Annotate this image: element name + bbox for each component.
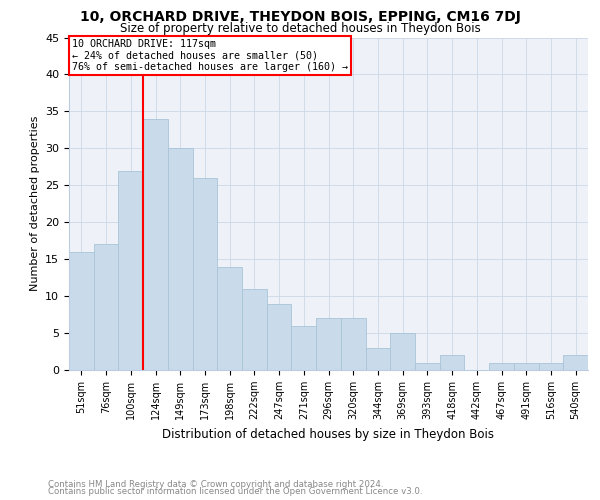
Bar [242, 288, 267, 370]
Text: Contains public sector information licensed under the Open Government Licence v3: Contains public sector information licen… [48, 487, 422, 496]
Bar [316, 318, 341, 370]
Bar [563, 355, 588, 370]
Bar [341, 318, 365, 370]
Bar [267, 304, 292, 370]
Text: Contains HM Land Registry data © Crown copyright and database right 2024.: Contains HM Land Registry data © Crown c… [48, 480, 383, 489]
Bar [514, 362, 539, 370]
Bar [365, 348, 390, 370]
Text: Size of property relative to detached houses in Theydon Bois: Size of property relative to detached ho… [119, 22, 481, 35]
Bar [415, 362, 440, 370]
Bar [217, 266, 242, 370]
Bar [539, 362, 563, 370]
Bar [390, 333, 415, 370]
Bar [489, 362, 514, 370]
Bar [118, 170, 143, 370]
Bar [69, 252, 94, 370]
Bar [168, 148, 193, 370]
Bar [143, 119, 168, 370]
Bar [193, 178, 217, 370]
Y-axis label: Number of detached properties: Number of detached properties [29, 116, 40, 292]
X-axis label: Distribution of detached houses by size in Theydon Bois: Distribution of detached houses by size … [163, 428, 494, 440]
Text: 10, ORCHARD DRIVE, THEYDON BOIS, EPPING, CM16 7DJ: 10, ORCHARD DRIVE, THEYDON BOIS, EPPING,… [80, 10, 520, 24]
Bar [94, 244, 118, 370]
Bar [440, 355, 464, 370]
Bar [292, 326, 316, 370]
Text: 10 ORCHARD DRIVE: 117sqm
← 24% of detached houses are smaller (50)
76% of semi-d: 10 ORCHARD DRIVE: 117sqm ← 24% of detach… [71, 39, 347, 72]
